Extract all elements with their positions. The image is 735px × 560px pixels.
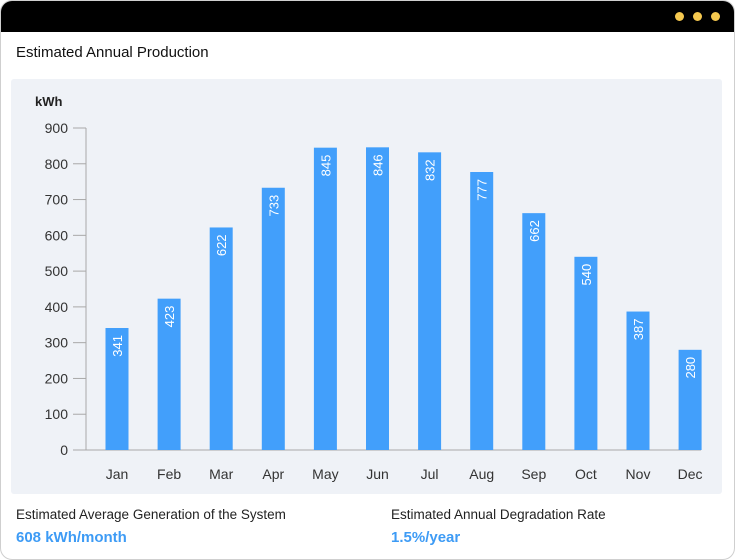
- bar-sep: [522, 213, 546, 450]
- dot-icon: [693, 12, 702, 21]
- bar-oct: [574, 256, 598, 450]
- y-axis-unit-label: kWh: [35, 94, 63, 109]
- x-tick-label: Nov: [626, 466, 651, 482]
- bar-aug: [470, 172, 494, 451]
- dot-icon: [711, 12, 720, 21]
- bar-value-label: 777: [475, 179, 490, 201]
- bar-value-label: 832: [423, 159, 438, 181]
- x-tick-label: Jun: [366, 466, 389, 482]
- y-tick-label: 900: [45, 120, 69, 136]
- average-generation-value: 608 kWh/month: [16, 529, 127, 546]
- page-title: Estimated Annual Production: [16, 44, 209, 61]
- bar-value-label: 540: [579, 264, 594, 286]
- bar-jun: [366, 147, 389, 450]
- x-tick-label: May: [312, 466, 338, 482]
- x-tick-label: Feb: [157, 466, 181, 482]
- bar-feb: [157, 298, 181, 450]
- bar-value-label: 845: [318, 155, 333, 177]
- bar-value-label: 662: [527, 220, 542, 242]
- degradation-rate-label: Estimated Annual Degradation Rate: [391, 507, 606, 522]
- x-tick-label: Aug: [469, 466, 494, 482]
- bar-value-label: 280: [683, 357, 698, 379]
- x-tick-label: Sep: [521, 466, 546, 482]
- bar-value-label: 387: [631, 319, 646, 341]
- y-tick-label: 700: [45, 192, 69, 208]
- x-tick-label: Apr: [262, 466, 284, 482]
- bar-jul: [418, 152, 442, 450]
- y-tick-label: 400: [45, 299, 69, 315]
- bar-jan: [105, 327, 129, 450]
- x-tick-label: Mar: [209, 466, 233, 482]
- average-generation-stat: Estimated Average Generation of the Syst…: [16, 507, 286, 546]
- dot-icon: [675, 12, 684, 21]
- degradation-rate-value: 1.5%/year: [391, 529, 461, 546]
- x-tick-label: Jan: [106, 466, 129, 482]
- x-tick-label: Jul: [421, 466, 439, 482]
- bars: 341 423 622 733 845 846 832 777 662 540 387 280: [105, 147, 702, 451]
- bar-may: [313, 147, 337, 450]
- bar-value-label: 846: [371, 154, 386, 176]
- bar-dec: [678, 349, 702, 450]
- bar-mar: [209, 227, 233, 450]
- bar-value-label: 733: [266, 195, 281, 217]
- y-tick-label: 600: [45, 227, 69, 243]
- chart-panel: kWh 0 100 200 300 400 500 600 700 800 900 Jan Feb M…: [11, 79, 722, 494]
- y-tick-label: 200: [45, 370, 69, 386]
- average-generation-label: Estimated Average Generation of the Syst…: [16, 507, 286, 522]
- bar-chart: kWh 0 100 200 300 400 500 600 700 800 900 Jan Feb M…: [35, 94, 703, 482]
- bar-value-label: 341: [110, 335, 125, 357]
- y-axis: 0 100 200 300 400 500 600 700 800 900: [45, 120, 87, 458]
- y-tick-label: 500: [45, 263, 69, 279]
- x-tick-label: Oct: [575, 466, 597, 482]
- bar-value-label: 622: [214, 234, 229, 256]
- bar-value-label: 423: [162, 306, 177, 328]
- y-tick-label: 800: [45, 156, 69, 172]
- bar-nov: [626, 311, 650, 450]
- y-tick-label: 0: [60, 442, 68, 458]
- bar-apr: [261, 187, 285, 450]
- degradation-rate-stat: Estimated Annual Degradation Rate 1.5%/y…: [391, 507, 606, 546]
- titlebar: [1, 1, 734, 32]
- y-tick-label: 300: [45, 335, 69, 351]
- y-tick-label: 100: [45, 406, 69, 422]
- more-options-menu[interactable]: [675, 12, 720, 21]
- x-axis: Jan Feb Mar Apr May Jun Jul Aug Sep Oct Nov Dec: [86, 449, 703, 482]
- x-tick-label: Dec: [678, 466, 703, 482]
